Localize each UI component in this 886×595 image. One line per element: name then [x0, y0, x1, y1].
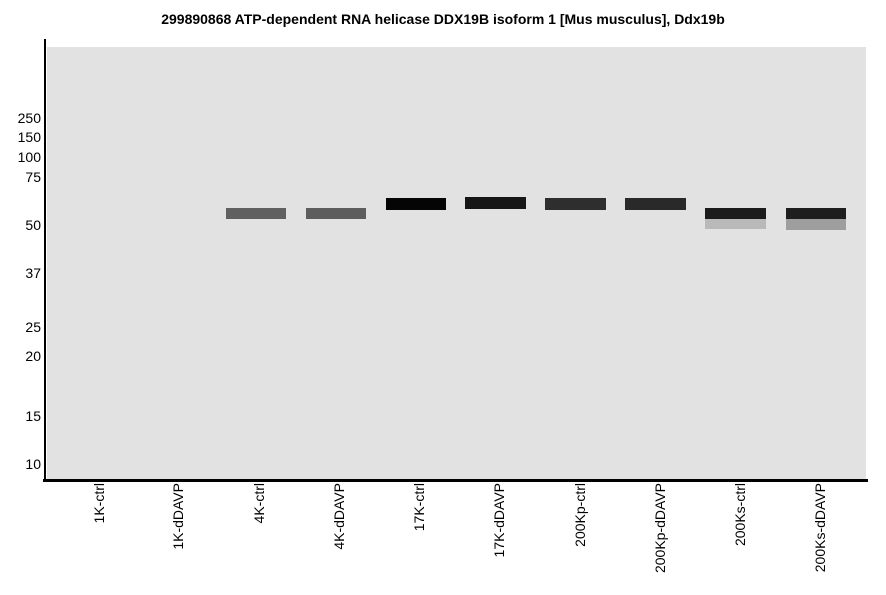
- mw-label-100: 100: [17, 149, 41, 165]
- band-200Ks-ctrl-main: [705, 208, 766, 219]
- mw-label-50: 50: [25, 217, 41, 233]
- mw-label-25: 25: [25, 319, 41, 335]
- band-200Ks-dDAVP-main: [786, 208, 846, 219]
- mw-axis-labels: 250 150 100 75 50 37 25 20 15 10: [0, 0, 41, 595]
- band-4K-ctrl-main: [226, 208, 286, 219]
- band-4K-dDAVP-main: [306, 208, 366, 219]
- mw-label-75: 75: [25, 169, 41, 185]
- x-axis-line: [43, 479, 868, 482]
- band-17K-dDAVP-main: [465, 197, 526, 209]
- mw-label-10: 10: [25, 456, 41, 472]
- band-200Ks-ctrl-tail: [705, 219, 766, 229]
- mw-label-20: 20: [25, 348, 41, 364]
- plot-area: [47, 47, 866, 479]
- mw-label-250: 250: [17, 110, 41, 126]
- mw-label-37: 37: [25, 265, 41, 281]
- mw-label-15: 15: [25, 408, 41, 424]
- figure-title: 299890868 ATP-dependent RNA helicase DDX…: [161, 11, 725, 27]
- band-200Ks-dDAVP-tail: [786, 219, 846, 230]
- mw-label-150: 150: [17, 129, 41, 145]
- band-200Kp-ctrl-main: [545, 198, 606, 210]
- band-17K-ctrl-main: [386, 198, 446, 210]
- y-axis-line: [44, 39, 46, 482]
- band-200Kp-dDAVP-main: [625, 198, 686, 210]
